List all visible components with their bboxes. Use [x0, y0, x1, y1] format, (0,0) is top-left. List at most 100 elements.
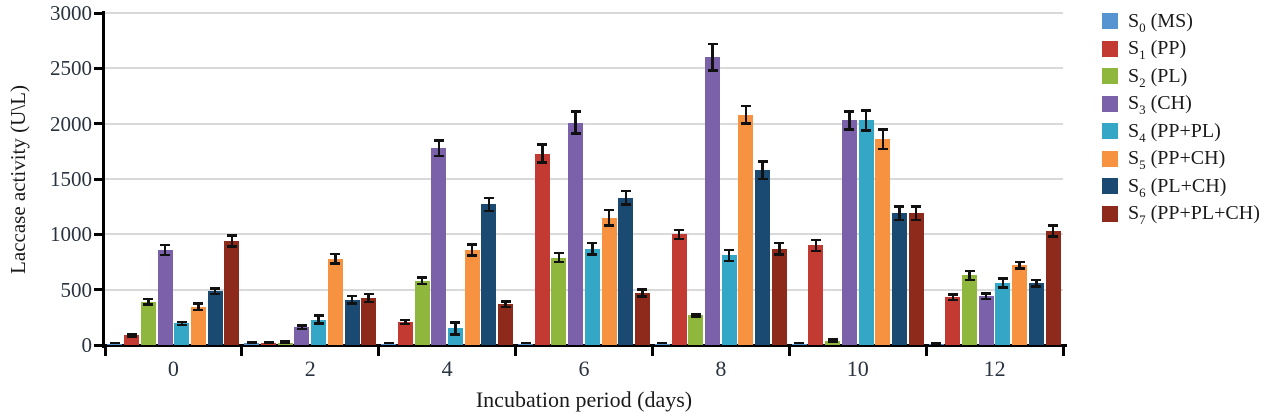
error-bar	[864, 110, 868, 131]
y-axis-tick-label: 0	[81, 333, 93, 357]
error-bar-cap	[981, 297, 992, 301]
x-axis-title: Incubation period (days)	[475, 387, 693, 412]
legend-swatch	[1102, 68, 1118, 84]
bar	[634, 292, 650, 345]
error-bar	[350, 295, 354, 304]
error-bar-cap	[964, 269, 975, 273]
error-bar	[951, 294, 955, 301]
error-bar	[761, 161, 764, 179]
error-bar	[1051, 225, 1055, 237]
bar	[808, 245, 824, 345]
error-bar-cap	[637, 288, 648, 291]
bar	[447, 328, 463, 345]
plot-area	[105, 12, 1063, 345]
error-bar-cap	[553, 251, 564, 255]
bar	[124, 335, 140, 345]
bar	[825, 340, 841, 345]
error-bar-cap	[226, 245, 237, 248]
error-bar-cap	[313, 322, 324, 325]
error-bar-cap	[160, 243, 171, 247]
y-axis-tick	[94, 288, 103, 292]
bar	[397, 321, 413, 345]
x-axis-tick	[377, 347, 381, 356]
bar	[498, 304, 514, 345]
error-bar	[607, 209, 611, 226]
error-bar-cap	[861, 109, 872, 112]
legend-label: S1 (PP)	[1128, 37, 1187, 62]
error-bar	[677, 229, 681, 239]
y-axis-line	[102, 11, 105, 348]
error-bar-cap	[296, 327, 307, 331]
error-bar-cap	[1014, 267, 1025, 270]
bar	[327, 258, 343, 345]
legend-swatch	[1102, 150, 1118, 167]
legend-label: S3 (CH)	[1128, 92, 1192, 117]
error-bar	[487, 197, 491, 212]
error-bar	[454, 322, 457, 335]
legend-label: S0 (MS)	[1128, 9, 1193, 35]
error-bar-cap	[894, 218, 905, 222]
bar	[140, 301, 156, 345]
error-bar-cap	[400, 318, 411, 322]
x-axis-tick-label: 2	[304, 356, 316, 381]
error-bar	[470, 244, 474, 256]
bar	[1012, 265, 1028, 345]
error-bar-cap	[383, 341, 394, 345]
error-bar-cap	[690, 312, 701, 316]
error-bar-cap	[707, 42, 718, 46]
y-axis-tick	[94, 343, 103, 347]
error-bar	[744, 105, 748, 124]
bar	[481, 204, 497, 345]
error-bar	[1035, 279, 1038, 287]
y-axis-tick-label: 1500	[50, 167, 92, 191]
error-bar-cap	[1031, 285, 1042, 288]
bar	[174, 323, 190, 345]
error-bar-cap	[160, 253, 171, 257]
error-bar-cap	[280, 340, 291, 343]
bar	[190, 306, 206, 345]
error-bar-cap	[193, 308, 204, 312]
error-bar-cap	[997, 286, 1008, 289]
error-bar	[367, 294, 370, 302]
error-bar-cap	[520, 341, 531, 345]
x-axis-tick	[787, 347, 791, 356]
error-bar-cap	[674, 228, 685, 232]
legend-swatch	[1102, 178, 1118, 194]
gridline	[105, 288, 1063, 291]
bar	[671, 234, 687, 345]
error-bar-cap	[620, 189, 631, 193]
x-axis-tick-label: 0	[167, 356, 179, 381]
bar	[311, 319, 327, 345]
bar	[908, 213, 924, 345]
error-bar-cap	[587, 241, 598, 245]
legend-label: S2 (PL)	[1128, 64, 1188, 90]
error-bar-cap	[450, 333, 461, 336]
error-bar	[914, 206, 918, 220]
error-bar-cap	[724, 248, 735, 252]
error-bar	[147, 299, 150, 305]
error-bar-cap	[553, 260, 564, 264]
error-bar-cap	[774, 253, 785, 256]
error-bar-cap	[537, 143, 548, 146]
error-bar-cap	[861, 129, 872, 132]
legend-entry: S4 (PP+PL)	[1102, 120, 1260, 144]
error-bar	[197, 303, 200, 311]
error-bar-cap	[690, 315, 701, 318]
x-axis-tick	[924, 347, 928, 356]
bar	[224, 240, 240, 345]
bar	[978, 296, 994, 345]
bar	[584, 248, 600, 345]
error-bar-cap	[176, 323, 187, 327]
error-bar-cap	[400, 322, 411, 326]
x-axis-tick-label: 10	[846, 356, 869, 381]
bar	[207, 291, 223, 345]
error-bar-cap	[931, 341, 942, 345]
bar	[414, 280, 430, 345]
legend-swatch	[1102, 95, 1118, 112]
error-bar-cap	[296, 324, 307, 327]
error-bar-cap	[143, 303, 154, 306]
legend-label: S6 (PL+CH)	[1128, 174, 1227, 200]
error-bar-cap	[877, 128, 888, 131]
legend-swatch	[1102, 123, 1118, 139]
legend-entry: S6 (PL+CH)	[1102, 174, 1260, 200]
